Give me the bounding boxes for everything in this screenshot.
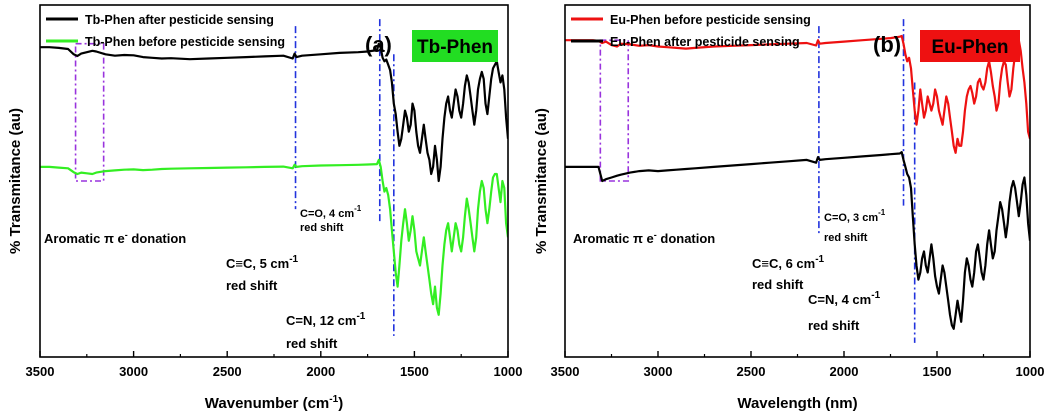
x-tick-label: 3000 (119, 364, 148, 379)
annotation-cn-shift: red shift (286, 336, 338, 351)
annotation-cn-shift: red shift (808, 318, 860, 333)
annotation-co-shift: red shift (824, 232, 868, 244)
x-axis-label: Wavenumber (cm-1) (205, 394, 343, 412)
annotation-cc-shift: red shift (226, 278, 278, 293)
aromatic-highlight-box (599, 39, 630, 182)
legend-label-1: Eu-Phen after pesticide sensing (610, 35, 800, 49)
series-line-0 (565, 34, 1030, 154)
legend-label-0: Eu-Phen before pesticide sensing (610, 13, 811, 27)
x-tick-label: 1500 (400, 364, 429, 379)
annotation-cn: C=N, 12 cm-1 (286, 311, 366, 328)
x-tick-label: 2500 (737, 364, 766, 379)
annotation-aromatic: Aromatic π e- donation (44, 230, 186, 246)
annotation-co: C=O, 4 cm-1 (300, 204, 362, 220)
badge-label: Eu-Phen (931, 37, 1008, 58)
aromatic-highlight-box (74, 42, 105, 182)
annotation-co-shift: red shift (300, 222, 344, 234)
annotation-cc: C≡C, 6 cm-1 (752, 254, 825, 271)
series-line-1 (565, 151, 1030, 330)
x-tick-label: 1000 (1016, 364, 1045, 379)
chart-panel-a: 3500 3000 2500 2000 1500 1000 Wavenumber (cm-1… (7, 4, 523, 412)
panel-label: (a) (365, 32, 392, 57)
badge-box (920, 30, 1020, 62)
x-tick-label: 1000 (494, 364, 523, 379)
x-tick-label: 2000 (306, 364, 335, 379)
x-tick-label: 3500 (551, 364, 580, 379)
y-axis-label: % Transmitance (au) (7, 108, 24, 254)
x-tick-label: 1500 (923, 364, 952, 379)
legend-label-1: Tb-Phen before pesticide sensing (85, 35, 285, 49)
y-axis-label: % Transmitance (au) (533, 108, 550, 254)
x-axis-label: Wavelength (nm) (737, 395, 857, 412)
annotation-cc-shift: red shift (752, 277, 804, 292)
annotation-aromatic: Aromatic π e- donation (573, 230, 715, 246)
annotation-cn: C=N, 4 cm-1 (808, 290, 881, 307)
x-tick-label: 3000 (644, 364, 673, 379)
x-tick-label: 2500 (213, 364, 242, 379)
badge-box (412, 30, 498, 62)
series-line-1 (40, 158, 508, 316)
series-line-0 (40, 42, 508, 183)
annotation-cc: C≡C, 5 cm-1 (226, 254, 299, 271)
panel-label: (b) (873, 32, 901, 57)
legend-label-0: Tb-Phen after pesticide sensing (85, 13, 274, 27)
annotation-co: C=O, 3 cm-1 (824, 208, 886, 224)
chart-panel-b: 3500 3000 2500 2000 1500 1000 Wavelength (nm)%… (533, 4, 1045, 412)
badge-label: Tb-Phen (417, 37, 493, 58)
x-tick-label: 3500 (26, 364, 55, 379)
x-tick-label: 2000 (830, 364, 859, 379)
